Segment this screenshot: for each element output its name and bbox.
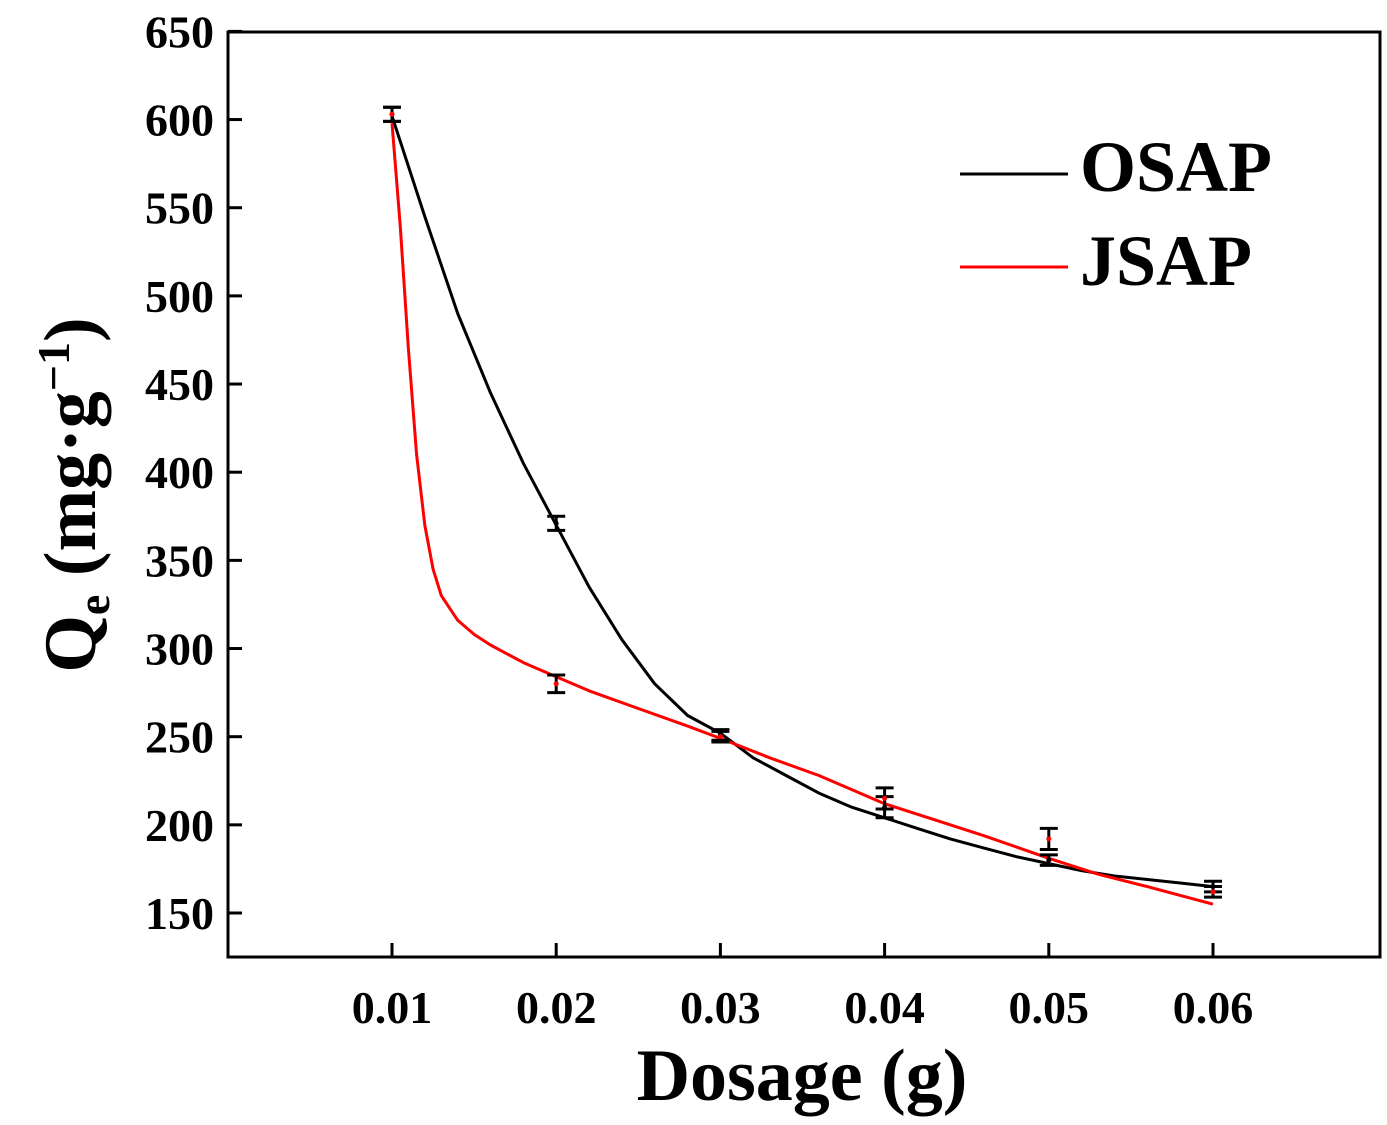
y-axis-title-unit-prefix: (mg·g <box>30 391 112 594</box>
x-axis-title: Dosage (g) <box>637 1035 968 1117</box>
y-tick-label: 350 <box>145 535 214 586</box>
data-point-jsap <box>717 734 723 740</box>
error-bar-jsap <box>1204 885 1222 899</box>
y-tick-label: 250 <box>145 712 214 763</box>
error-bar-osap <box>1039 853 1058 867</box>
legend: OSAP JSAP <box>960 127 1272 301</box>
x-tick-label: 0.05 <box>1009 982 1090 1033</box>
data-point-jsap <box>1210 889 1216 895</box>
series-line-osap <box>390 115 1214 889</box>
error-bar-jsap <box>1039 826 1058 852</box>
error-bar-jsap <box>547 673 566 695</box>
y-tick-label: 500 <box>145 271 214 322</box>
y-tick-label: 600 <box>145 95 214 146</box>
data-point-jsap <box>553 681 559 687</box>
data-point-osap <box>1046 857 1052 863</box>
error-bar-jsap <box>711 729 730 744</box>
legend-label-osap: OSAP <box>1080 127 1272 207</box>
y-axis-title: Qe (mg·g−1) <box>28 317 119 672</box>
y-axis-title-superscript: −1 <box>28 342 79 391</box>
x-axis: 0.01 0.02 0.03 0.04 0.05 0.06 <box>352 943 1254 1033</box>
data-point-jsap <box>1046 836 1052 842</box>
y-tick-label: 400 <box>145 447 214 498</box>
error-bar-jsap <box>875 786 894 811</box>
error-bar-jsap <box>383 105 401 123</box>
x-tick-label: 0.03 <box>680 982 761 1033</box>
legend-label-jsap: JSAP <box>1080 221 1252 301</box>
plot-area-frame <box>226 30 1382 959</box>
y-tick-label: 300 <box>145 624 214 675</box>
x-tick-label: 0.04 <box>844 982 925 1033</box>
data-point-jsap <box>389 111 395 117</box>
y-axis-title-subscript: e <box>68 595 119 615</box>
y-tick-label: 200 <box>145 800 214 851</box>
data-point-osap <box>553 520 559 526</box>
y-axis-title-main: Q <box>30 615 112 673</box>
y-tick-label: 150 <box>145 888 214 939</box>
series-layer <box>383 105 1222 906</box>
y-tick-label: 650 <box>145 6 214 57</box>
series-line-jsap <box>390 122 1214 906</box>
y-tick-label: 550 <box>145 183 214 234</box>
x-tick-label: 0.02 <box>516 982 597 1033</box>
error-bar-osap <box>547 514 566 532</box>
y-axis-title-unit-suffix: ) <box>30 317 112 342</box>
x-tick-label: 0.01 <box>352 982 433 1033</box>
x-tick-label: 0.06 <box>1173 982 1254 1033</box>
y-axis: 150 200 250 300 350 400 450 500 550 600 650 <box>145 6 242 939</box>
y-tick-label: 450 <box>145 359 214 410</box>
data-point-jsap <box>882 795 888 801</box>
